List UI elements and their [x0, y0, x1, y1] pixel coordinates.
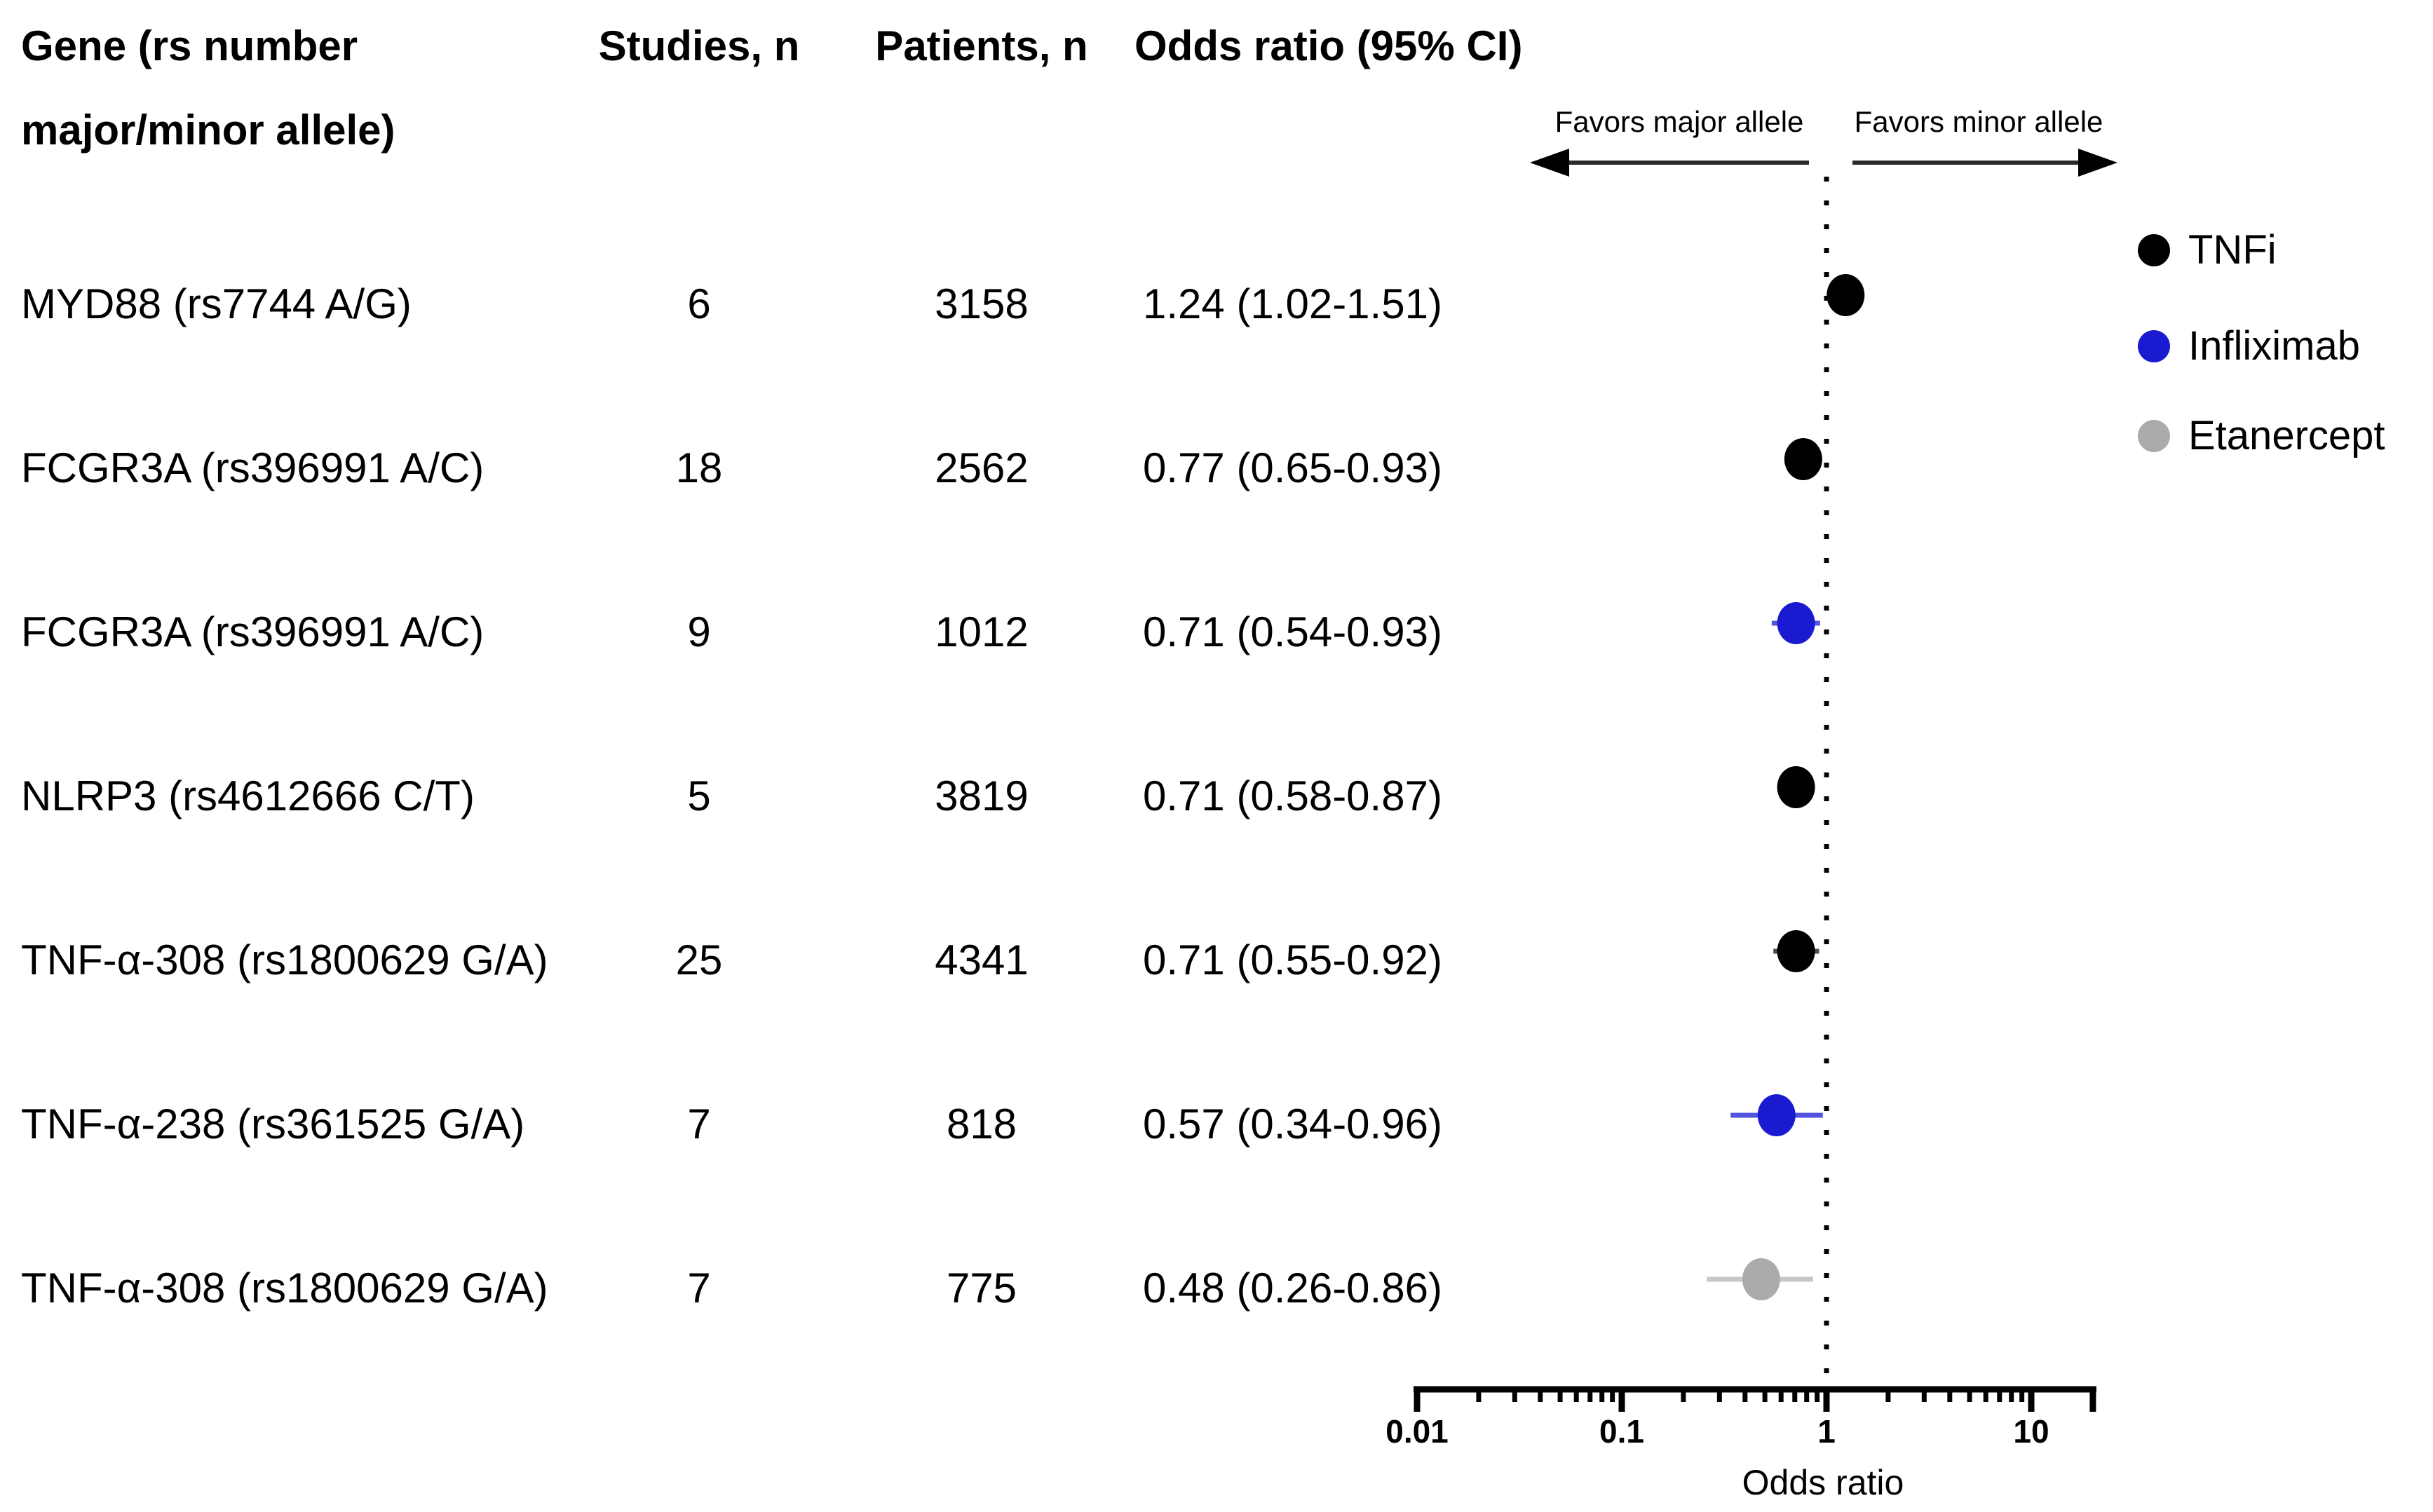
row-studies-count: 7: [687, 1101, 711, 1147]
row-gene-label: TNF-α-308 (rs1800629 G/A): [21, 1265, 548, 1312]
or-dot: [1777, 930, 1815, 972]
row-studies-count: 5: [687, 772, 711, 819]
row-patients-count: 1012: [935, 608, 1029, 655]
or-dot: [1742, 1258, 1780, 1300]
studies-column-header: Studies, n: [598, 22, 800, 69]
or-dot: [1784, 438, 1822, 480]
or-dot: [1777, 766, 1815, 808]
or-dot: [1757, 1094, 1796, 1136]
row-gene-label: MYD88 (rs7744 A/G): [21, 280, 412, 327]
gene-column-header-line2: major/minor allele): [21, 107, 395, 154]
x-axis-title: Odds ratio: [1742, 1463, 1904, 1502]
x-axis-tick-label: 10: [2013, 1413, 2049, 1450]
row-studies-count: 7: [687, 1265, 711, 1312]
favors-minor-arrowhead-icon: [2078, 149, 2117, 177]
row-gene-label: TNF-α-238 (rs361525 G/A): [21, 1101, 525, 1147]
legend-item-infliximab: Infliximab: [2138, 326, 2360, 367]
legend-item-etanercept: Etanercept: [2138, 416, 2385, 456]
row-gene-label: FCGR3A (rs396991 A/C): [21, 608, 484, 655]
legend-dot-icon: [2138, 330, 2170, 362]
row-odds-ratio-ci: 0.48 (0.26-0.86): [1143, 1265, 1442, 1312]
row-patients-count: 4341: [935, 937, 1029, 983]
x-axis-tick-label: 1: [1817, 1413, 1836, 1450]
row-gene-label: NLRP3 (rs4612666 C/T): [21, 772, 475, 819]
row-patients-count: 3158: [935, 280, 1029, 327]
row-gene-label: TNF-α-308 (rs1800629 G/A): [21, 937, 548, 983]
x-axis-tick-label: 0.01: [1385, 1413, 1449, 1450]
legend-label: Etanercept: [2188, 413, 2385, 458]
legend-label: Infliximab: [2188, 323, 2360, 369]
row-odds-ratio-ci: 0.57 (0.34-0.96): [1143, 1101, 1442, 1147]
row-odds-ratio-ci: 0.71 (0.58-0.87): [1143, 772, 1442, 819]
patients-column-header: Patients, n: [875, 22, 1088, 69]
row-patients-count: 3819: [935, 772, 1029, 819]
row-patients-count: 818: [946, 1101, 1017, 1147]
legend-dot-icon: [2138, 420, 2170, 452]
legend-label: TNFi: [2188, 227, 2277, 273]
odds-ratio-column-header: Odds ratio (95% CI): [1134, 22, 1523, 69]
row-gene-label: FCGR3A (rs396991 A/C): [21, 444, 484, 491]
legend-dot-icon: [2138, 234, 2170, 266]
row-patients-count: 775: [946, 1265, 1017, 1312]
favors-major-allele-label: Favors major allele: [1554, 105, 1804, 138]
row-odds-ratio-ci: 0.71 (0.54-0.93): [1143, 608, 1442, 655]
row-odds-ratio-ci: 1.24 (1.02-1.51): [1143, 280, 1442, 327]
gene-column-header-line1: Gene (rs number: [21, 22, 358, 69]
legend-item-tnfi: TNFi: [2138, 230, 2277, 271]
or-dot: [1777, 602, 1815, 644]
favors-minor-allele-label: Favors minor allele: [1854, 105, 2103, 138]
row-odds-ratio-ci: 0.77 (0.65-0.93): [1143, 444, 1442, 491]
row-studies-count: 18: [675, 444, 723, 491]
x-axis-tick-label: 0.1: [1599, 1413, 1644, 1450]
row-studies-count: 9: [687, 608, 711, 655]
or-dot: [1827, 274, 1865, 316]
row-studies-count: 25: [675, 937, 723, 983]
row-odds-ratio-ci: 0.71 (0.55-0.92): [1143, 937, 1442, 983]
row-patients-count: 2562: [935, 444, 1029, 491]
favors-major-arrowhead-icon: [1530, 149, 1569, 177]
row-studies-count: 6: [687, 280, 711, 327]
